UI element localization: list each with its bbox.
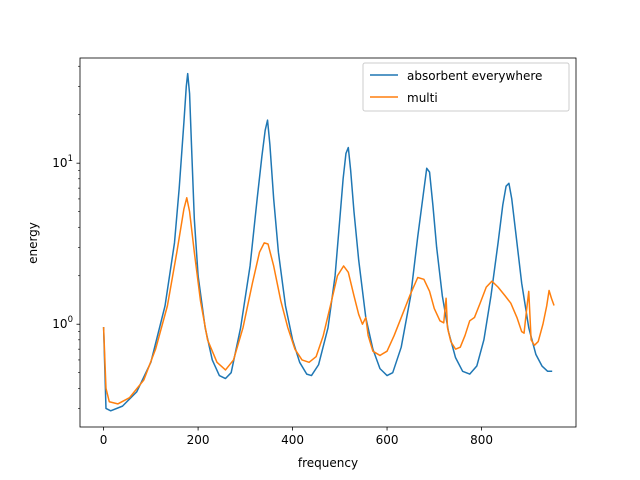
axes-frame bbox=[79, 57, 577, 428]
x-axis-label: frequency bbox=[298, 456, 358, 470]
series-line-absorbent-everywhere bbox=[102, 72, 553, 412]
legend: absorbent everywhere multi bbox=[362, 62, 570, 112]
x-tick-label: 800 bbox=[470, 433, 493, 447]
legend-label-multi: multi bbox=[407, 91, 438, 105]
x-axis: 0 200 400 600 800 bbox=[100, 427, 493, 447]
y-tick-label: 101 bbox=[52, 154, 73, 170]
series-line-multi bbox=[102, 197, 555, 405]
x-tick-label: 0 bbox=[100, 433, 108, 447]
x-tick-label: 200 bbox=[187, 433, 210, 447]
series-layer bbox=[102, 72, 555, 412]
y-axis-label: energy bbox=[26, 222, 40, 264]
plot-area bbox=[79, 57, 577, 428]
x-tick-label: 600 bbox=[376, 433, 399, 447]
y-axis: 100 101 bbox=[52, 65, 80, 409]
x-tick-label: 400 bbox=[281, 433, 304, 447]
y-tick-label: 100 bbox=[52, 315, 73, 331]
legend-box bbox=[362, 62, 570, 112]
legend-label-absorbent-everywhere: absorbent everywhere bbox=[407, 69, 542, 83]
